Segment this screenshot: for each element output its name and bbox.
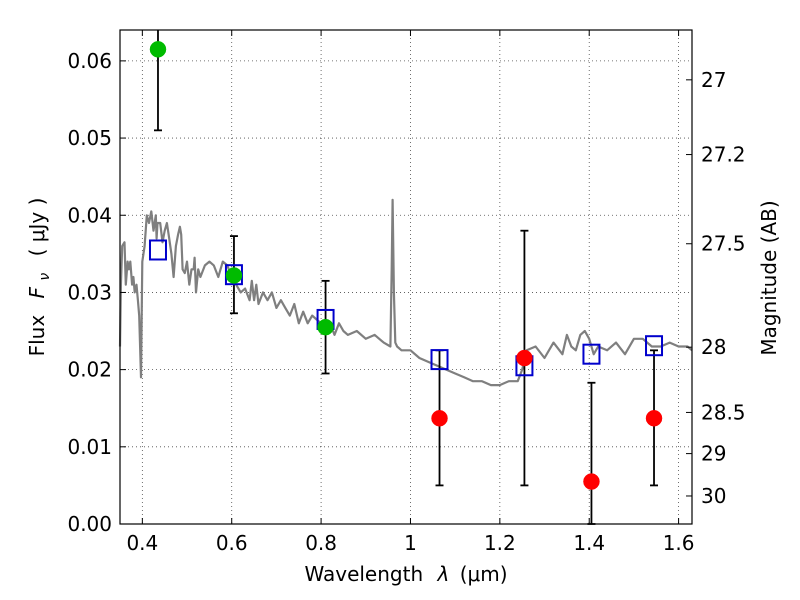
x-tick-label: 1.4 — [573, 531, 605, 555]
mag-tick-label: 30 — [701, 484, 726, 508]
y-tick-label: 0.01 — [67, 435, 112, 459]
model-photometry-square — [148, 239, 167, 261]
mag-tick-label: 27.2 — [701, 143, 746, 167]
model-photometry-square — [430, 349, 449, 371]
non-detection-point — [645, 410, 663, 427]
model-sed-layer — [118, 198, 693, 387]
non-detection-point — [583, 473, 600, 490]
y-tick-label: 0.06 — [67, 49, 112, 73]
x-tick-label: 1.2 — [484, 531, 516, 555]
y-tick-label: 0.05 — [67, 126, 112, 150]
model-sed-line — [118, 198, 693, 387]
model-photometry-square — [645, 335, 664, 357]
mag-tick-label: 29 — [701, 442, 726, 466]
x-tick-label: 0.6 — [216, 531, 248, 555]
x-axis-label: Wavelength λ (μm) — [304, 562, 507, 586]
y-tick-label: 0.02 — [67, 358, 112, 382]
y-tick-label: 0.00 — [67, 512, 112, 536]
y-axis-label: Flux F ν ( μJy ) — [25, 198, 54, 357]
x-tick-label: 1.6 — [663, 531, 695, 555]
non-detection-point — [516, 349, 533, 367]
plot-frame — [119, 29, 693, 525]
mag-tick-label: 27.5 — [701, 232, 746, 256]
model-photometry-square — [582, 343, 601, 365]
grid-layer — [120, 30, 692, 525]
mag-tick-label: 28 — [701, 335, 726, 359]
non-detection-point — [431, 410, 448, 427]
x-tick-label: 1 — [404, 531, 417, 555]
mag-tick-label: 27 — [701, 68, 726, 92]
mag-tick-label: 28.5 — [701, 400, 746, 424]
tick-layer: 0.4 0.6 0.8 1 1.2 1.4 1.6 0.00 0.01 0.02 0.03 0.04 0… — [67, 30, 746, 555]
y-tick-label: 0.04 — [67, 203, 112, 227]
detection-point — [225, 267, 243, 284]
marker-layer — [148, 41, 664, 490]
y2-axis-label: Magnitude (AB) — [757, 200, 781, 355]
x-tick-label: 0.8 — [305, 531, 337, 555]
x-tick-label: 0.4 — [126, 531, 158, 555]
detection-point — [149, 41, 167, 58]
detection-point — [317, 318, 334, 336]
y-tick-label: 0.03 — [67, 280, 112, 304]
